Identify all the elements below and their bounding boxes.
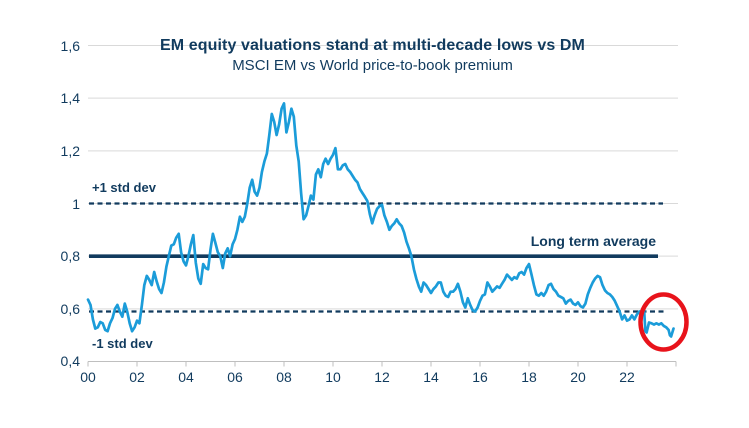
x-axis-label: 16 <box>472 369 488 385</box>
y-axis-label: 1,4 <box>60 90 80 106</box>
y-axis-label: 0,4 <box>60 353 80 369</box>
x-axis-label: 08 <box>276 369 292 385</box>
chart-subtitle: MSCI EM vs World price-to-book premium <box>232 57 513 74</box>
y-axis-label: 1,2 <box>60 143 80 159</box>
plus-one-std-dev-label: +1 std dev <box>92 180 156 195</box>
y-axis-label: 0,6 <box>60 301 80 317</box>
pb-premium-series-line <box>86 102 675 338</box>
x-axis-label: 18 <box>521 369 537 385</box>
x-axis-label: 14 <box>423 369 439 385</box>
x-axis-label: 00 <box>80 369 96 385</box>
x-axis-label: 12 <box>374 369 390 385</box>
minus-one-std-dev-label: -1 std dev <box>92 336 153 351</box>
reference-lines <box>89 202 665 313</box>
gridlines <box>88 45 678 310</box>
long-term-average-label: Long term average <box>530 233 656 249</box>
chart-title: EM equity valuations stand at multi-deca… <box>160 37 585 54</box>
x-axis-label: 04 <box>178 369 194 385</box>
x-axis <box>87 361 677 367</box>
x-axis-label: 02 <box>129 369 145 385</box>
x-axis-label: 10 <box>325 369 341 385</box>
x-axis-label: 20 <box>570 369 586 385</box>
highlight-circle <box>638 292 689 352</box>
y-axis-label: 0,8 <box>60 248 80 264</box>
x-axis-label: 06 <box>227 369 243 385</box>
x-axis-label: 22 <box>619 369 635 385</box>
y-axis-label: 1,6 <box>60 38 80 54</box>
y-axis-label: 1 <box>72 196 80 212</box>
